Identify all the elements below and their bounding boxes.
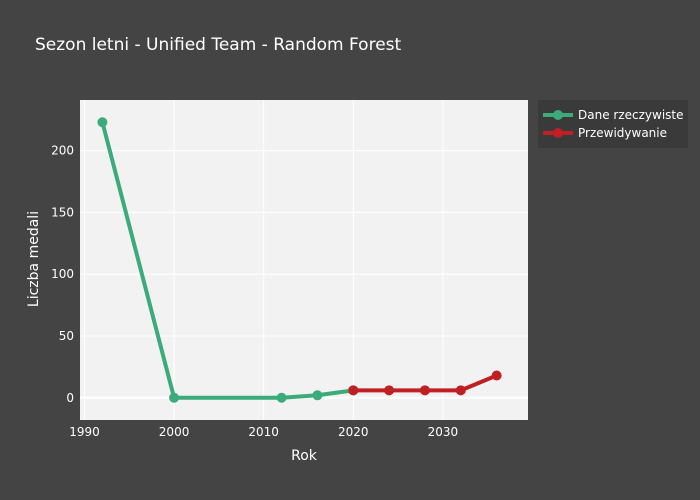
data-point — [312, 390, 323, 401]
data-point — [348, 385, 359, 396]
data-point — [169, 392, 180, 403]
chart-title: Sezon letni - Unified Team - Random Fore… — [35, 35, 402, 55]
legend-item: Przewidywanie — [543, 126, 667, 140]
legend-label: Przewidywanie — [578, 126, 667, 140]
series — [97, 117, 502, 403]
data-point — [384, 385, 395, 396]
data-point — [491, 370, 502, 381]
y-tick-label: 150 — [51, 205, 74, 219]
x-tick-label: 1990 — [69, 425, 100, 439]
plot-area — [80, 100, 528, 420]
x-tick-label: 2030 — [428, 425, 459, 439]
data-point — [419, 385, 430, 396]
series-2 — [348, 370, 502, 396]
x-axis-title: Rok — [291, 448, 318, 464]
legend-items: Dane rzeczywiste Przewidywanie — [543, 108, 684, 140]
legend-box — [538, 100, 688, 148]
y-tick-label: 100 — [51, 267, 74, 281]
x-tick-label: 2000 — [159, 425, 190, 439]
legend-swatch-marker — [553, 110, 563, 120]
data-point — [97, 117, 108, 128]
y-tick-label: 0 — [66, 391, 74, 405]
legend-swatch-marker — [553, 128, 563, 138]
x-tick-label: 2020 — [338, 425, 369, 439]
legend-item: Dane rzeczywiste — [543, 108, 684, 122]
y-tick-label: 50 — [59, 329, 74, 343]
legend: Dane rzeczywiste Przewidywanie — [538, 100, 688, 148]
legend-label: Dane rzeczywiste — [578, 108, 684, 122]
y-tick-label: 200 — [51, 144, 74, 158]
y-axis-title: Liczba medali — [26, 211, 42, 307]
axis-ticks: 1990 2000 2010 2020 2030 0 50 100 150 200 — [51, 144, 458, 439]
data-point — [276, 392, 287, 403]
x-tick-label: 2010 — [248, 425, 279, 439]
data-point — [455, 385, 466, 396]
